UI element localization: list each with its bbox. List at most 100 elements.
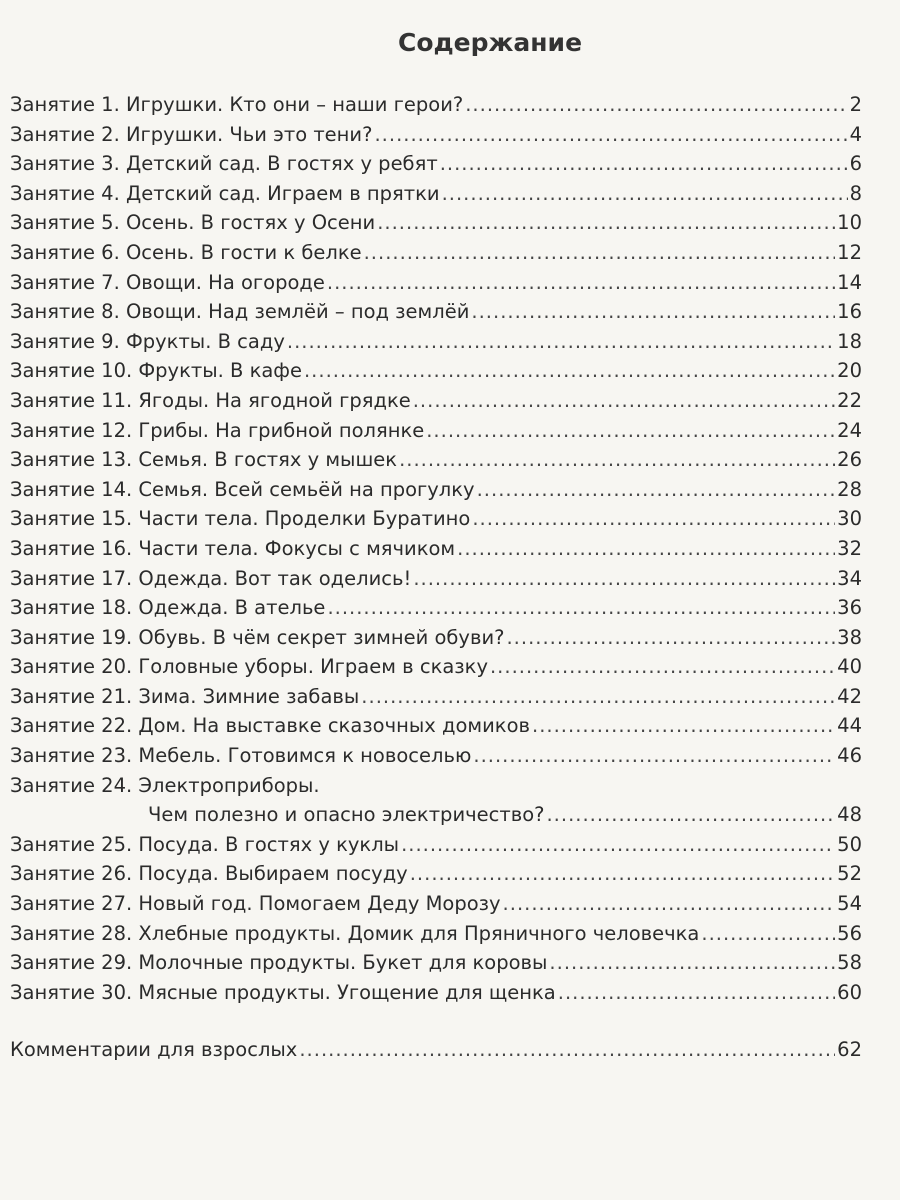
- dot-leader: [471, 297, 835, 327]
- toc-entry: Занятие 8. Овощи. Над землёй – под землё…: [10, 297, 862, 327]
- dot-leader: [440, 149, 848, 179]
- spacer: [10, 1007, 862, 1035]
- toc-entry-label: Занятие 11. Ягоды. На ягодной грядке: [10, 388, 411, 412]
- toc-entry: Занятие 23. Мебель. Готовимся к новосель…: [10, 741, 862, 771]
- dot-leader: [506, 623, 835, 653]
- toc-entry: Занятие 10. Фрукты. В кафе 20: [10, 356, 862, 386]
- toc-entry: Занятие 13. Семья. В гостях у мышек 26: [10, 445, 862, 475]
- toc-entry-page: 56: [837, 921, 862, 945]
- toc-entry-label: Занятие 5. Осень. В гостях у Осени: [10, 211, 376, 235]
- toc-entry: Занятие 3. Детский сад. В гостях у ребят…: [10, 149, 862, 179]
- toc-entry-label: Занятие 20. Головные уборы. Играем в ска…: [10, 655, 488, 679]
- toc-entry: Занятие 5. Осень. В гостях у Осени 10: [10, 208, 862, 238]
- dot-leader: [361, 682, 835, 712]
- toc-entry-label: Занятие 8. Овощи. Над землёй – под землё…: [10, 300, 470, 324]
- toc-entry: Занятие 20. Головные уборы. Играем в ска…: [10, 652, 862, 682]
- dot-leader: [413, 386, 835, 416]
- toc-entry-page: 18: [837, 329, 862, 353]
- toc-entry-page: 48: [837, 803, 862, 827]
- dot-leader: [287, 327, 835, 357]
- toc-entry-page: 6: [849, 152, 862, 176]
- toc-entry: Занятие 16. Части тела. Фокусы с мячиком…: [10, 534, 862, 564]
- dot-leader: [546, 800, 835, 830]
- toc-entry-label: Занятие 10. Фрукты. В кафе: [10, 359, 302, 383]
- toc-entry-label: Занятие 24. Электроприборы.: [10, 773, 320, 797]
- dot-leader: [304, 356, 835, 386]
- toc-appendix: Комментарии для взрослых 62: [10, 1035, 862, 1065]
- toc-entry: Занятие 28. Хлебные продукты. Домик для …: [10, 919, 862, 949]
- toc-entry-label: Занятие 30. Мясные продукты. Угощение дл…: [10, 980, 556, 1004]
- toc-entry-page: 16: [837, 300, 862, 324]
- dot-leader: [558, 978, 835, 1008]
- toc-entry: Занятие 26. Посуда. Выбираем посуду 52: [10, 859, 862, 889]
- toc-entry-page: 44: [837, 714, 862, 738]
- toc-entry-page: 22: [837, 388, 862, 412]
- toc-entry: Занятие 14. Семья. Всей семьёй на прогул…: [10, 475, 862, 505]
- dot-leader: [532, 711, 835, 741]
- dot-leader: [413, 564, 835, 594]
- toc-entry-page: 2: [849, 93, 862, 116]
- toc-entry-label: Занятие 15. Части тела. Проделки Буратин…: [10, 507, 471, 531]
- dot-leader: [490, 652, 835, 682]
- dot-leader: [327, 593, 835, 623]
- toc-entry-label: Занятие 14. Семья. Всей семьёй на прогул…: [10, 477, 475, 501]
- toc-entry: Занятие 22. Дом. На выставке сказочных д…: [10, 711, 862, 741]
- toc-entry-page: 10: [837, 211, 862, 235]
- dot-leader: [465, 90, 847, 120]
- toc-entry-label: Занятие 13. Семья. В гостях у мышек: [10, 448, 398, 472]
- toc-entry: Занятие 9. Фрукты. В саду 18: [10, 327, 862, 357]
- toc-entry-label: Занятие 29. Молочные продукты. Букет для…: [10, 951, 548, 975]
- toc-entry-page: 36: [837, 596, 862, 620]
- toc-entry-page: 24: [837, 418, 862, 442]
- toc-appendix-label: Комментарии для взрослых: [10, 1038, 298, 1062]
- toc-entry-page: 46: [837, 744, 862, 768]
- toc-entry: Занятие 21. Зима. Зимние забавы 42: [10, 682, 862, 712]
- dot-leader: [477, 475, 836, 505]
- dot-leader: [364, 238, 836, 268]
- toc-entry: Занятие 2. Игрушки. Чьи это тени? 4: [10, 120, 862, 150]
- dot-leader: [503, 889, 836, 919]
- dot-leader: [299, 1035, 835, 1065]
- toc-entry-label: Занятие 7. Овощи. На огороде: [10, 270, 325, 294]
- toc-entry-label: Занятие 9. Фрукты. В саду: [10, 329, 285, 353]
- toc-entry-label: Занятие 3. Детский сад. В гостях у ребят: [10, 152, 438, 176]
- toc-entry-label: Занятие 23. Мебель. Готовимся к новосель…: [10, 744, 472, 768]
- toc-entry-page: 32: [837, 536, 862, 560]
- toc-entry: Занятие 17. Одежда. Вот так оделись! 34: [10, 564, 862, 594]
- dot-leader: [549, 948, 835, 978]
- toc-entry-label: Занятие 12. Грибы. На грибной полянке: [10, 418, 425, 442]
- toc-entry: Занятие 12. Грибы. На грибной полянке 24: [10, 416, 862, 446]
- toc-entry-label: Занятие 6. Осень. В гости к белке: [10, 240, 362, 264]
- toc-entry-label: Занятие 17. Одежда. Вот так оделись!: [10, 566, 412, 590]
- dot-leader: [401, 830, 835, 860]
- toc-entry-label: Занятие 26. Посуда. Выбираем посуду: [10, 862, 408, 886]
- toc-entry-label: Занятие 18. Одежда. В ателье: [10, 596, 326, 620]
- toc-entry: Занятие 29. Молочные продукты. Букет для…: [10, 948, 862, 978]
- dot-leader: [377, 208, 835, 238]
- dot-leader: [473, 741, 835, 771]
- page-title: Содержание: [397, 28, 583, 57]
- toc-entry: Занятие 27. Новый год. Помогаем Деду Мор…: [10, 889, 862, 919]
- toc-entry-label: Занятие 2. Игрушки. Чьи это тени?: [10, 122, 373, 146]
- toc-entry-page: 20: [837, 359, 862, 383]
- toc-entry-label: Занятие 16. Части тела. Фокусы с мячиком: [10, 536, 456, 560]
- toc-entry: Занятие 6. Осень. В гости к белке 12: [10, 238, 862, 268]
- toc-entry-page: 34: [837, 566, 862, 590]
- toc-appendix-page: 62: [837, 1038, 862, 1062]
- toc-entry-page: 30: [837, 507, 862, 531]
- toc-entry: Занятие 7. Овощи. На огороде 14: [10, 268, 862, 298]
- toc-entry: Занятие 25. Посуда. В гостях у куклы 50: [10, 830, 862, 860]
- toc-entry: Занятие 18. Одежда. В ателье 36: [10, 593, 862, 623]
- dot-leader: [472, 504, 835, 534]
- toc-entry: Занятие 11. Ягоды. На ягодной грядке 22: [10, 386, 862, 416]
- toc-entry-page: 38: [837, 625, 862, 649]
- dot-leader: [426, 416, 835, 446]
- dot-leader: [701, 919, 835, 949]
- toc-entry-page: 52: [837, 862, 862, 886]
- toc-entry: Занятие 24. Электроприборы.: [10, 771, 862, 801]
- table-of-contents: Занятие 1. Игрушки. Кто они – наши герои…: [10, 90, 862, 1065]
- toc-entry: Занятие 15. Части тела. Проделки Буратин…: [10, 504, 862, 534]
- toc-entry-page: 26: [837, 448, 862, 472]
- toc-entry: Занятие 4. Детский сад. Играем в прятки 8: [10, 179, 862, 209]
- toc-entry-page: 42: [837, 684, 862, 708]
